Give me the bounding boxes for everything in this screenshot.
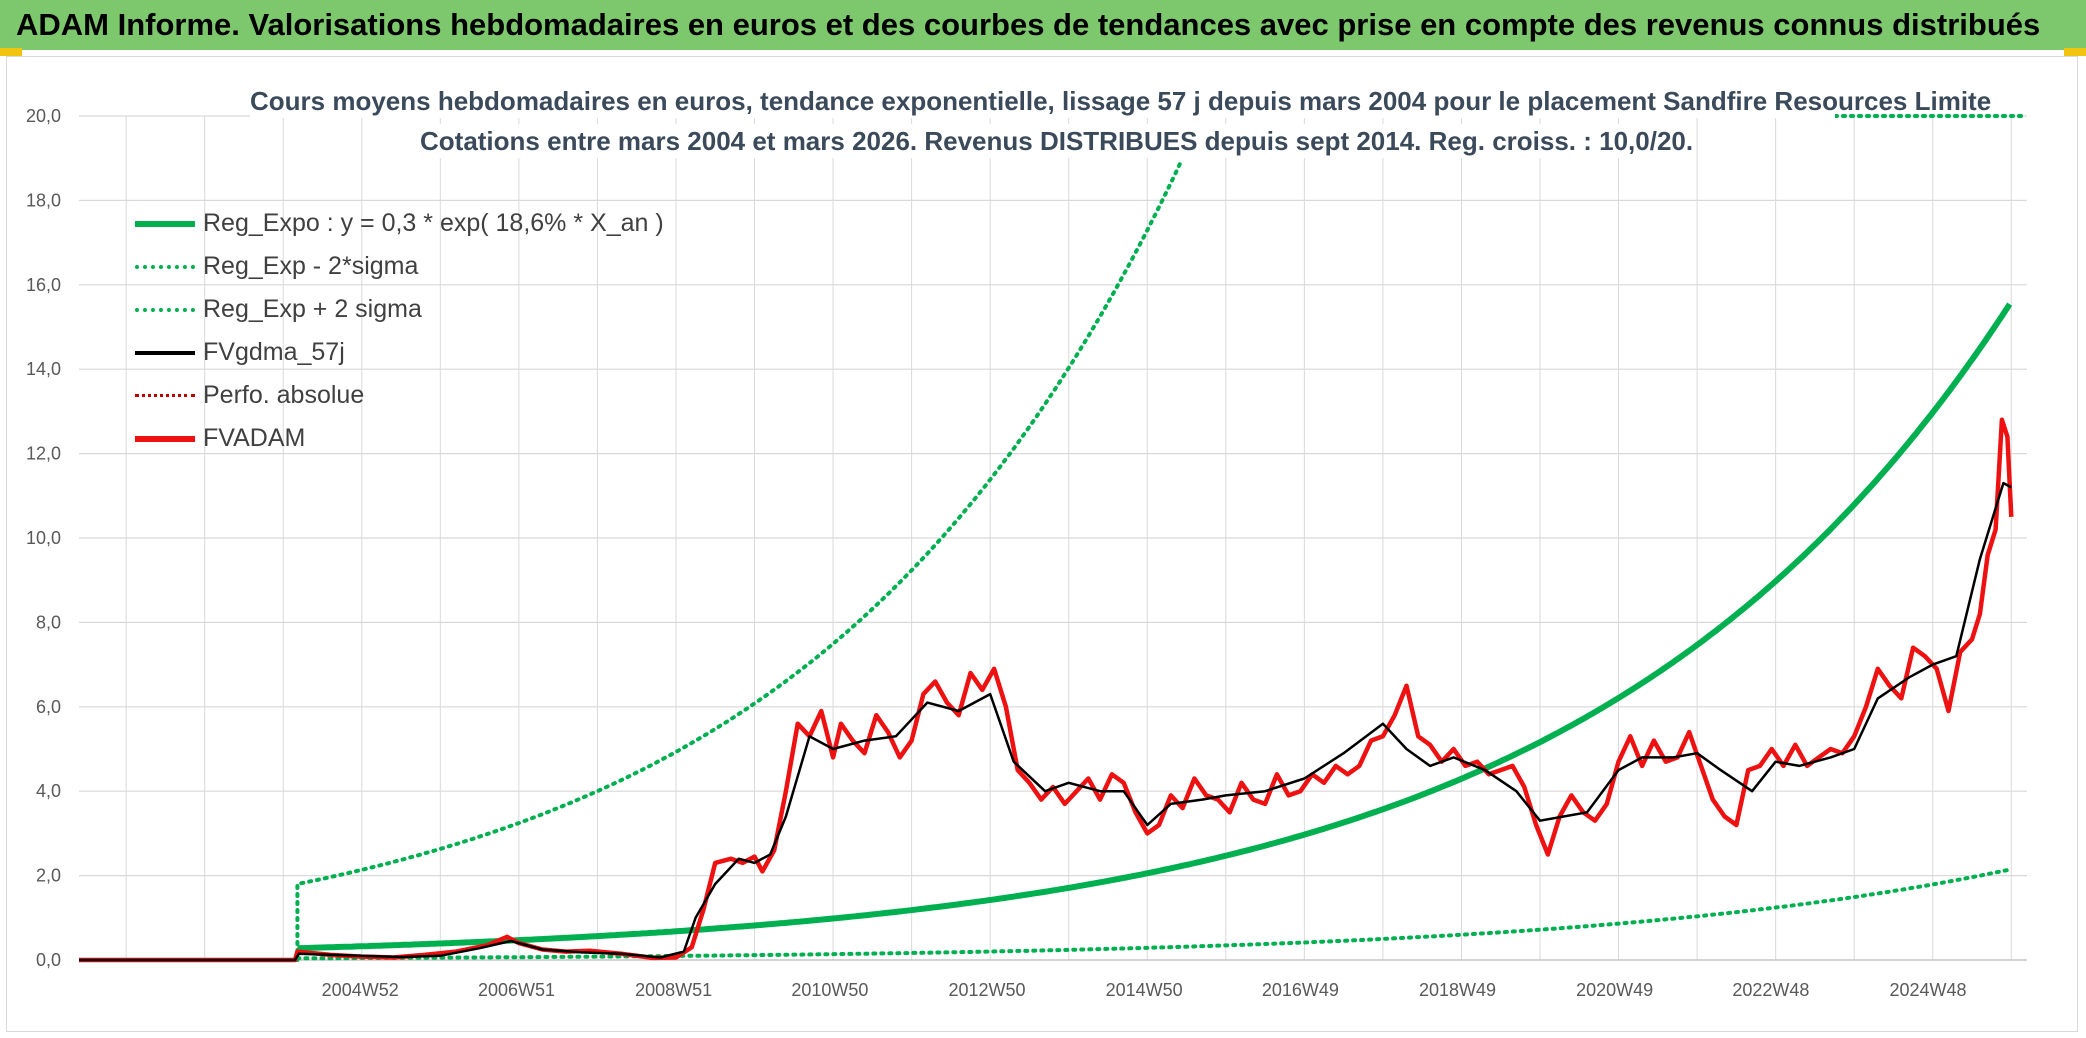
x-tick-label: 2020W49 <box>1576 980 1653 1000</box>
y-tick-label: 10,0 <box>26 528 61 548</box>
legend-swatch-fvadam <box>135 435 195 442</box>
legend-swatch-perfo <box>135 394 195 397</box>
legend-label-fvgdma: FVgdma_57j <box>203 338 345 366</box>
y-tick-label: 12,0 <box>26 444 61 464</box>
axis-layer: 0,0 2,0 4,0 6,0 8,0 10,0 12,0 14,0 16,0 18,0 20,0 2… <box>26 106 2027 1000</box>
legend-label-reg-exp-minus: Reg_Exp - 2*sigma <box>203 252 419 280</box>
legend-label-perfo: Perfo. absolue <box>203 381 365 409</box>
chart-title-line2: Cotations entre mars 2004 et mars 2026. … <box>420 124 1694 158</box>
legend-item-reg-exp-plus: Reg_Exp + 2 sigma <box>135 288 695 331</box>
legend-swatch-reg-exp-plus <box>135 307 195 312</box>
x-tick-label: 2006W51 <box>478 980 555 1000</box>
header-bar <box>0 0 2086 50</box>
x-tick-label: 2004W52 <box>322 980 399 1000</box>
legend-item-perfo: Perfo. absolue <box>135 374 695 417</box>
legend-item-reg-expo: Reg_Expo : y = 0,3 * exp( 18,6% * X_an ) <box>135 202 695 245</box>
legend-item-fvgdma: FVgdma_57j <box>135 331 695 374</box>
legend-label-reg-exp-plus: Reg_Exp + 2 sigma <box>203 295 422 323</box>
series-reg-exp-minus-2sigma <box>295 867 2012 961</box>
y-tick-label: 6,0 <box>36 697 61 717</box>
legend-label-reg-expo: Reg_Expo : y = 0,3 * exp( 18,6% * X_an ) <box>203 209 664 237</box>
x-tick-label: 2012W50 <box>948 980 1025 1000</box>
x-tick-label: 2024W48 <box>1889 980 1966 1000</box>
y-tick-label: 4,0 <box>36 781 61 801</box>
series-reg-exp-plus-2sigma <box>295 159 1183 962</box>
y-tick-label: 16,0 <box>26 275 61 295</box>
legend-swatch-fvgdma <box>135 350 195 355</box>
series-fvgdma <box>79 481 2012 962</box>
x-tick-label: 2008W51 <box>635 980 712 1000</box>
y-tick-label: 18,0 <box>26 190 61 210</box>
legend-item-reg-exp-minus: Reg_Exp - 2*sigma <box>135 245 695 288</box>
legend: Reg_Expo : y = 0,3 * exp( 18,6% * X_an )… <box>135 202 695 460</box>
x-tick-label: 2022W48 <box>1732 980 1809 1000</box>
legend-label-fvadam: FVADAM <box>203 424 306 452</box>
x-tick-label: 2014W50 <box>1106 980 1183 1000</box>
y-tick-label: 8,0 <box>36 612 61 632</box>
y-tick-label: 2,0 <box>36 866 61 886</box>
x-tick-label: 2010W50 <box>791 980 868 1000</box>
y-tick-label: 20,0 <box>26 106 61 126</box>
series-reg-expo <box>297 302 2013 952</box>
y-tick-label: 14,0 <box>26 359 61 379</box>
series-fvadam <box>79 417 2014 963</box>
legend-item-fvadam: FVADAM <box>135 417 695 460</box>
legend-swatch-reg-expo <box>135 220 195 227</box>
legend-swatch-reg-exp-minus <box>135 264 195 269</box>
x-tick-label: 2018W49 <box>1419 980 1496 1000</box>
header-corner-right <box>2064 48 2086 56</box>
page-title: ADAM Informe. Valorisations hebdomadaire… <box>16 7 2041 42</box>
chart-title-line1: Cours moyens hebdomadaires en euros, ten… <box>250 84 1992 118</box>
x-tick-label: 2016W49 <box>1262 980 1339 1000</box>
header-corner-left <box>0 48 22 56</box>
chart-frame <box>6 56 2078 1032</box>
series-layer <box>79 114 2029 963</box>
y-tick-label: 0,0 <box>36 950 61 970</box>
